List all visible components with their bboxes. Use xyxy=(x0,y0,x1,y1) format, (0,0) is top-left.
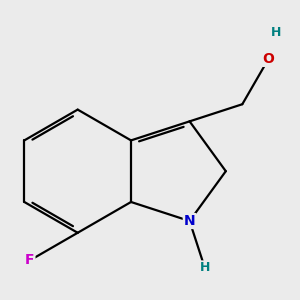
Text: N: N xyxy=(184,214,195,228)
Text: O: O xyxy=(262,52,274,66)
Text: H: H xyxy=(200,261,210,274)
Text: F: F xyxy=(25,254,34,268)
Text: H: H xyxy=(271,26,281,39)
